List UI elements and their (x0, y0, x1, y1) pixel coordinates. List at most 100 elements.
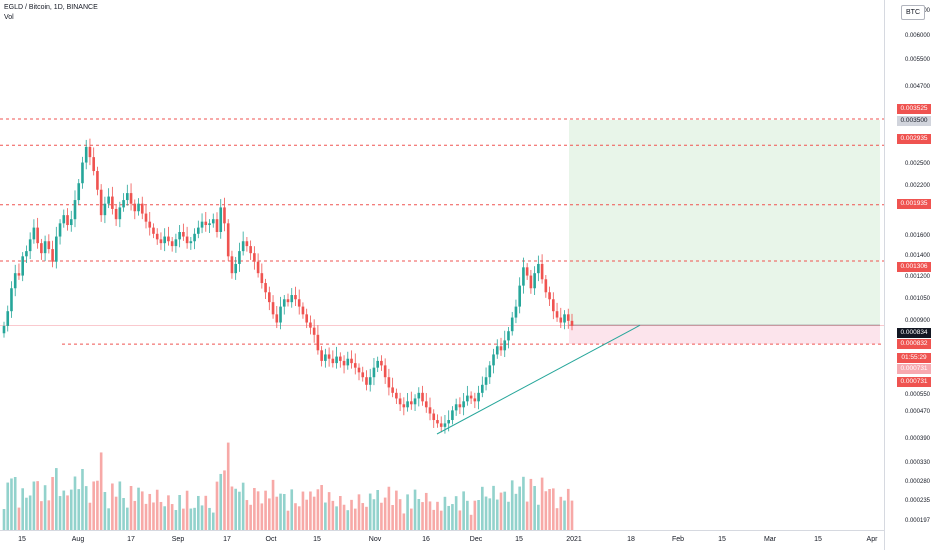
chart-plot-area[interactable] (0, 0, 884, 530)
candle-body (555, 311, 559, 318)
candle-body (320, 350, 323, 361)
candle-body (387, 377, 391, 388)
candle-body (174, 239, 178, 247)
candle-body (391, 387, 394, 393)
volume-bar (189, 508, 193, 530)
candle-body (297, 299, 301, 307)
candle-body (219, 207, 223, 233)
volume-bar (305, 499, 308, 530)
candle-body (357, 367, 361, 373)
candle-body (256, 261, 260, 274)
volume-bar (432, 509, 436, 530)
candle-body (324, 354, 327, 361)
volume-bar (208, 507, 211, 530)
candle-body (529, 275, 533, 289)
price-axis-label: 0.001306 (897, 262, 931, 272)
volume-bar (290, 489, 294, 530)
time-tick-label: 15 (718, 536, 726, 543)
volume-bar (66, 495, 69, 530)
candle-body (548, 292, 551, 300)
candle-body (447, 420, 450, 424)
volume-bar (294, 503, 297, 530)
volume-bar (32, 481, 36, 530)
price-tick-label: 0.000197 (904, 518, 930, 524)
candle-body (439, 423, 443, 427)
volume-bar (55, 468, 58, 530)
candle-body (189, 241, 193, 244)
time-tick-label: 16 (422, 536, 430, 543)
time-axis[interactable] (0, 530, 884, 551)
candle-body (469, 395, 473, 399)
price-axis-label: 0.001935 (897, 199, 931, 209)
candle-body (264, 283, 267, 293)
candle-body (47, 241, 51, 250)
price-tick-label: 0.000900 (904, 318, 930, 324)
candle-body (361, 372, 365, 378)
volume-bar (331, 500, 335, 530)
volume-bar (204, 495, 208, 530)
time-tick-label: Feb (671, 536, 685, 543)
candle-body (413, 398, 417, 405)
volume-bar (413, 489, 417, 530)
volume-bar (144, 503, 148, 530)
candle-body (193, 233, 196, 242)
candle-body (81, 162, 84, 184)
candle-body (432, 413, 436, 421)
candle-body (417, 392, 421, 399)
candle-body (566, 314, 570, 321)
currency-unit-button[interactable]: BTC (901, 5, 925, 20)
volume-bar (406, 494, 409, 530)
candle-body (66, 215, 69, 226)
volume-bar (454, 496, 458, 530)
volume-bar (368, 493, 372, 530)
symbol-title[interactable]: EGLD / Bitcoin, 1D, BINANCE (4, 4, 98, 11)
volume-label[interactable]: Vol (4, 14, 14, 21)
candle-body (421, 392, 424, 402)
candle-body (55, 236, 58, 262)
candle-body (21, 256, 24, 276)
volume-bar (559, 496, 563, 530)
volume-bar (77, 489, 81, 530)
candle-body (260, 273, 264, 284)
candle-body (286, 299, 290, 303)
volume-bar (2, 509, 6, 530)
candle-body (204, 221, 208, 226)
volume-bar (36, 481, 39, 530)
candle-body (514, 306, 518, 318)
candle-body (570, 320, 574, 326)
candle-body (346, 358, 350, 366)
candle-body (563, 314, 566, 323)
candle-body (507, 331, 510, 341)
candle-body (301, 306, 305, 315)
candle-body (103, 203, 107, 216)
price-axis-label: 0.000731 (897, 377, 931, 387)
volume-bar (148, 493, 152, 530)
candle-body (458, 404, 462, 408)
candle-body (342, 360, 346, 366)
volume-bar (40, 501, 43, 530)
candle-body (398, 398, 402, 405)
time-tick-label: Dec (469, 536, 483, 543)
price-axis[interactable]: 0.0066000.0060000.0055000.0047000.004100… (884, 0, 932, 550)
time-tick-label: 18 (627, 536, 635, 543)
candle-body (327, 354, 331, 359)
candle-body (114, 208, 118, 220)
volume-bar (383, 497, 387, 530)
candle-body (211, 219, 215, 224)
volume-bar (241, 482, 245, 530)
time-tick-label: Nov (368, 536, 382, 543)
candle-body (167, 236, 170, 242)
volume-bar (473, 500, 477, 530)
volume-bar (253, 488, 256, 530)
candle-body (290, 295, 294, 303)
candle-body (436, 420, 439, 424)
volume-bar (451, 504, 454, 530)
volume-bar (481, 486, 484, 530)
volume-bar (548, 489, 551, 530)
volume-bar (230, 486, 234, 530)
volume-bar (260, 503, 264, 530)
chart-legend: EGLD / Bitcoin, 1D, BINANCE Vol (4, 3, 98, 23)
candle-body (312, 327, 316, 335)
price-tick-label: 0.001400 (904, 253, 930, 259)
candle-body (380, 360, 383, 366)
